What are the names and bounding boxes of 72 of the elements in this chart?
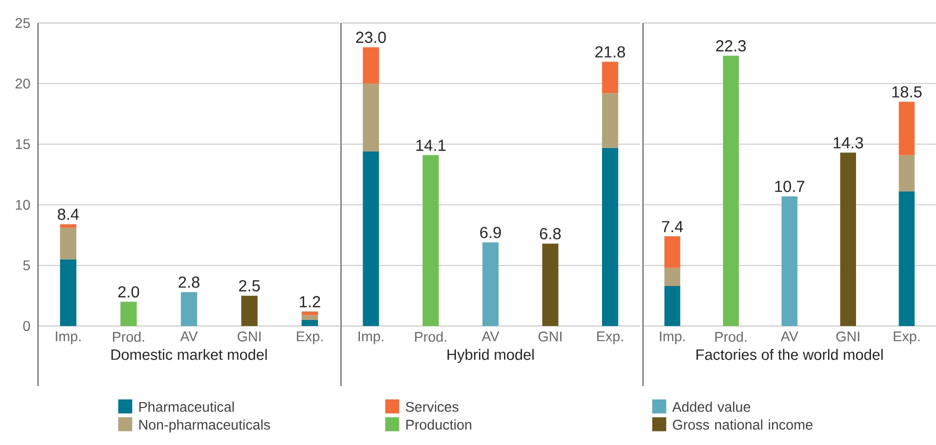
total-label: 21.8 (595, 46, 625, 58)
bar (840, 152, 856, 326)
x-axis-title: Hybrid model (448, 348, 534, 363)
total-label: 22.3 (716, 40, 746, 52)
bar (60, 259, 76, 326)
legend-label: Services (406, 402, 458, 412)
bar (422, 155, 439, 326)
legend-label: Production (406, 419, 472, 430)
bar (898, 102, 915, 156)
y-tick-label: 0 (23, 321, 30, 331)
bar (898, 155, 915, 192)
bar (602, 62, 618, 94)
x-tick-label: Imp. (660, 332, 685, 344)
total-label: 18.5 (892, 86, 922, 98)
total-label: 23.0 (356, 32, 386, 44)
total-label: 7.4 (662, 221, 683, 232)
bar (782, 196, 798, 326)
bar (180, 292, 198, 326)
bar (602, 93, 618, 148)
total-label: 14.1 (416, 140, 446, 151)
x-tick-label: AV (180, 332, 198, 342)
x-tick-label: Exp. (597, 332, 623, 344)
bar (664, 286, 680, 326)
total-label: 6.8 (540, 228, 561, 240)
total-label: 14.3 (834, 137, 863, 148)
x-tick-label: Prod. (113, 332, 144, 342)
total-label: 2.8 (178, 276, 200, 288)
bar (302, 311, 318, 316)
total-label: 2.5 (239, 280, 260, 292)
bar (362, 151, 379, 326)
legend-label: Non-pharmaceuticals (139, 419, 270, 432)
bar (120, 302, 137, 326)
total-label: 6.9 (480, 226, 501, 238)
bar (898, 191, 915, 326)
bar (60, 224, 76, 228)
bar (664, 236, 680, 268)
bar (542, 244, 558, 326)
bar (241, 296, 258, 326)
x-tick-label: Imp. (358, 332, 384, 344)
bar (362, 84, 379, 152)
bar (302, 315, 318, 320)
total-label: 8.4 (58, 208, 79, 220)
x-tick-label: GNI (238, 332, 261, 342)
x-tick-label: Imp. (56, 332, 81, 344)
y-tick-label: 15 (16, 139, 30, 150)
y-tick-label: 5 (23, 260, 30, 270)
y-tick-label: 10 (16, 200, 30, 210)
bar (362, 47, 379, 84)
total-label: 2.0 (118, 286, 140, 298)
bar (302, 320, 318, 326)
x-tick-label: Exp. (296, 332, 323, 344)
bar (482, 242, 499, 326)
x-tick-label: Prod. (715, 332, 746, 342)
x-tick-label: AV (482, 332, 500, 342)
legend-label: Pharmaceutical (139, 402, 234, 412)
bar (602, 148, 618, 326)
x-tick-label: GNI (836, 332, 860, 342)
x-tick-label: Exp. (894, 332, 920, 344)
x-tick-label: AV (780, 332, 798, 342)
y-tick-label: 25 (16, 18, 30, 28)
bar (60, 228, 76, 260)
legend-label: Gross national income (672, 419, 812, 430)
total-label: 1.2 (300, 296, 320, 308)
bar (723, 56, 739, 326)
x-tick-label: Prod. (415, 332, 446, 342)
x-tick-label: GNI (538, 332, 562, 342)
x-axis-title: Factories of the world model (696, 348, 883, 360)
legend-label: Added value (672, 402, 750, 412)
x-axis-title: Domestic market model (111, 348, 267, 360)
bar (664, 268, 680, 286)
total-label: 10.7 (775, 180, 804, 192)
y-tick-label: 20 (16, 78, 30, 89)
